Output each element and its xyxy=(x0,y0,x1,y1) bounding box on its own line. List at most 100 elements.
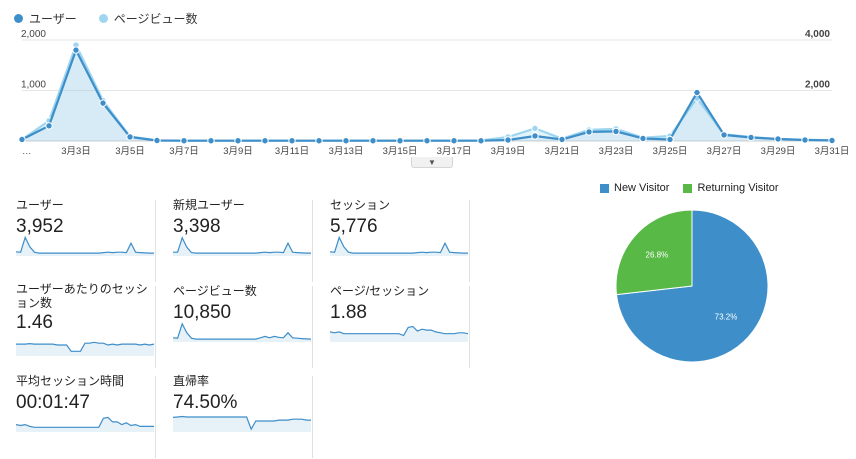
users-point[interactable] xyxy=(261,137,269,145)
metric-tile[interactable]: 平均セッション時間 00:01:47 xyxy=(8,372,156,458)
right-axis-tick-label: 4,000 xyxy=(805,29,830,40)
legend-item-users[interactable]: ユーザー xyxy=(14,10,77,27)
metric-divider xyxy=(155,200,156,282)
pie-slice-label: 26.8% xyxy=(646,251,669,260)
chart-legend: ユーザー ページビュー数 xyxy=(14,10,198,27)
x-axis-tick-label: 3月13日 xyxy=(329,146,364,157)
metric-divider xyxy=(469,200,470,282)
users-point[interactable] xyxy=(126,133,134,141)
metric-divider xyxy=(312,286,313,368)
users-point[interactable] xyxy=(612,127,620,136)
users-point[interactable] xyxy=(693,88,701,97)
sparkline-area xyxy=(330,237,468,256)
users-point[interactable] xyxy=(72,46,80,54)
pie-slice-label: 73.2% xyxy=(715,312,738,321)
x-axis-tick-label: 3月3日 xyxy=(61,146,91,157)
pie-legend-new-swatch-icon xyxy=(600,183,609,193)
users-point[interactable] xyxy=(369,137,377,145)
metric-sparkline xyxy=(16,341,154,356)
users-point[interactable] xyxy=(180,137,188,145)
x-axis-tick-label: 3月5日 xyxy=(115,146,145,157)
metric-tile[interactable]: ユーザーあたりのセッション数 1.46 xyxy=(8,282,156,368)
pie-legend-item-returning[interactable]: Returning Visitor xyxy=(683,182,779,194)
users-point[interactable] xyxy=(747,133,755,142)
legend-item-pageviews[interactable]: ページビュー数 xyxy=(98,10,198,27)
metric-value: 74.50% xyxy=(173,392,238,413)
users-point[interactable] xyxy=(18,135,26,144)
pie-legend-new-label: New Visitor xyxy=(614,182,670,194)
users-area xyxy=(22,50,832,141)
x-axis-tick-label: 3月29日 xyxy=(761,146,796,157)
users-point[interactable] xyxy=(99,99,107,107)
metric-divider xyxy=(312,200,313,282)
metric-value: 5,776 xyxy=(330,216,378,237)
x-axis-tick-label: 3月25日 xyxy=(653,146,688,157)
legend-pageviews-dot-icon xyxy=(98,14,108,23)
metric-tile[interactable]: 新規ユーザー 3,398 xyxy=(165,196,313,282)
pie-legend-item-new[interactable]: New Visitor xyxy=(600,182,669,194)
metric-tile[interactable]: セッション 5,776 xyxy=(322,196,470,282)
metric-label: 平均セッション時間 xyxy=(16,374,125,388)
users-point[interactable] xyxy=(531,132,539,140)
users-point[interactable] xyxy=(639,134,647,143)
sparkline-area xyxy=(173,416,311,432)
users-point[interactable] xyxy=(477,137,485,145)
users-point[interactable] xyxy=(45,122,53,130)
x-axis-tick-label: 3月27日 xyxy=(707,146,742,157)
metric-tile[interactable]: ユーザー 3,952 xyxy=(8,196,156,282)
metric-value: 00:01:47 xyxy=(16,392,90,413)
metric-sparkline xyxy=(173,415,311,432)
metric-value: 1.88 xyxy=(330,302,367,323)
users-point[interactable] xyxy=(234,137,242,145)
users-point[interactable] xyxy=(558,135,566,144)
x-axis-tick-label: 3月7日 xyxy=(169,146,199,157)
users-point[interactable] xyxy=(720,131,728,139)
pageviews-point[interactable] xyxy=(531,124,539,133)
pie-slice-returning-visitor[interactable] xyxy=(615,209,693,296)
x-axis-tick-label: 3月19日 xyxy=(491,146,526,157)
users-point[interactable] xyxy=(288,137,296,145)
users-point[interactable] xyxy=(504,136,512,144)
sparkline-line xyxy=(173,322,311,340)
metric-divider xyxy=(469,286,470,368)
sparkline-line xyxy=(173,415,311,431)
sparkline-line xyxy=(173,236,311,254)
x-axis-tick-label: … xyxy=(22,146,32,157)
metric-label: ページビュー数 xyxy=(173,284,257,298)
metric-sparkline xyxy=(173,236,311,256)
x-axis-tick-label: 3月17日 xyxy=(437,146,472,157)
metric-divider xyxy=(155,286,156,368)
users-point[interactable] xyxy=(342,137,350,145)
users-point[interactable] xyxy=(153,136,161,145)
collapse-chevron-down-icon: ▼ xyxy=(428,157,436,167)
sparkline-line xyxy=(330,235,468,254)
metric-tile[interactable]: 直帰率 74.50% xyxy=(165,372,313,458)
metric-divider xyxy=(155,376,156,458)
users-point[interactable] xyxy=(585,128,593,136)
sparkline-area xyxy=(16,417,154,432)
collapse-chart-handle[interactable]: ▼ xyxy=(411,157,453,168)
metric-tile[interactable]: ページビュー数 10,850 xyxy=(165,282,313,368)
users-point[interactable] xyxy=(207,137,215,145)
pie-legend: New Visitor Returning Visitor xyxy=(600,182,779,194)
users-point[interactable] xyxy=(666,135,674,144)
users-point[interactable] xyxy=(396,137,404,145)
metric-value: 10,850 xyxy=(173,302,232,323)
visitor-type-pie-chart: 73.2% 26.8% xyxy=(615,209,769,363)
x-axis-tick-label: 3月11日 xyxy=(275,146,309,157)
users-point[interactable] xyxy=(423,137,431,145)
metric-tile[interactable]: ページ/セッション 1.88 xyxy=(322,282,470,368)
x-axis-tick-label: 3月21日 xyxy=(545,146,580,157)
metric-label: 新規ユーザー xyxy=(173,198,245,212)
pageviews-area xyxy=(22,45,832,141)
main-line-chart: 1,000 2,000 2,000 4,000 … 3月3日 3月5日 3月7日 3月9日 3月1… xyxy=(18,29,849,157)
users-point[interactable] xyxy=(828,136,836,145)
users-point[interactable] xyxy=(801,136,809,144)
metric-value: 3,952 xyxy=(16,216,64,237)
sparkline-line xyxy=(16,341,154,352)
metric-sparkline xyxy=(16,416,154,432)
pie-legend-returning-label: Returning Visitor xyxy=(697,182,779,194)
users-point[interactable] xyxy=(774,135,782,143)
users-point[interactable] xyxy=(315,137,323,145)
users-point[interactable] xyxy=(450,137,458,145)
